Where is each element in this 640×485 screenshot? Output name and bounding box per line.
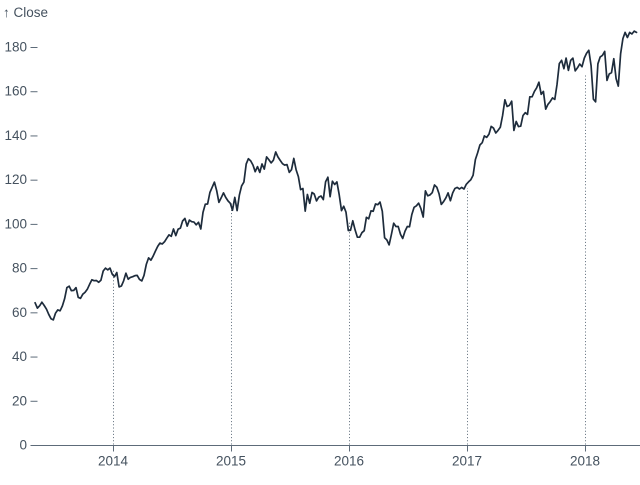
x-tick-label: 2015 — [216, 454, 246, 469]
close-price-line — [34, 30, 638, 321]
x-tick-label: 2017 — [452, 454, 482, 469]
y-tick-label: 40 — [12, 349, 27, 364]
y-tick-label: 80 — [12, 261, 27, 276]
y-axis-label: ↑ Close — [3, 5, 49, 20]
x-tick-label: 2016 — [334, 454, 364, 469]
y-tick-label: 0 — [19, 438, 27, 453]
x-tick-label: 2018 — [570, 454, 600, 469]
y-tick-label: 60 — [12, 305, 27, 320]
y-tick-label: 160 — [4, 84, 27, 99]
y-tick-label: 180 — [4, 40, 27, 55]
y-tick-label: 20 — [12, 393, 27, 408]
y-tick-label: 140 — [4, 128, 27, 143]
y-tick-label: 100 — [4, 216, 27, 231]
y-tick-label: 120 — [4, 172, 27, 187]
x-tick-label: 2014 — [98, 454, 129, 469]
